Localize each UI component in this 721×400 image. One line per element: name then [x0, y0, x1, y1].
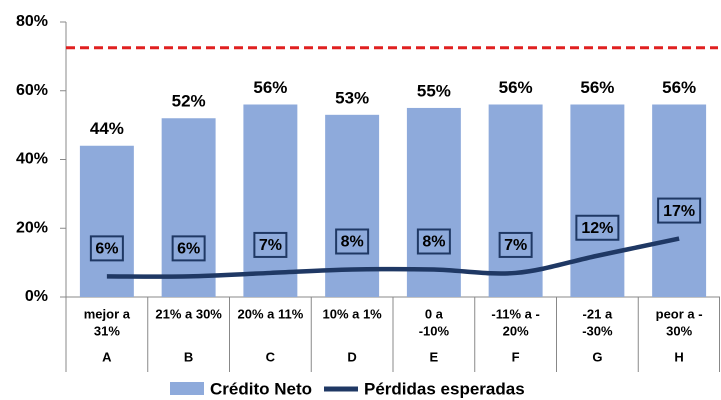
group-label: F	[512, 349, 520, 364]
x-tick-label: peor a -	[656, 306, 703, 321]
x-tick-label: -10%	[419, 323, 450, 338]
bar-value-label: 44%	[90, 119, 124, 138]
bar-value-label: 56%	[253, 78, 287, 97]
line-value-label: 6%	[95, 241, 118, 258]
legend-label: Crédito Neto	[210, 379, 312, 398]
x-tick-label: -11% a -	[491, 306, 539, 321]
value-label-box	[89, 235, 124, 262]
group-label: H	[674, 349, 683, 364]
line-value-label: 17%	[663, 203, 695, 220]
bar-value-label: 52%	[172, 92, 206, 111]
bar	[652, 104, 707, 297]
group-label: G	[592, 349, 602, 364]
line-value-label: 7%	[504, 237, 527, 254]
bar	[243, 104, 298, 297]
legend-label: Pérdidas esperadas	[364, 379, 525, 398]
group-label: A	[102, 349, 112, 364]
x-tick-label: mejor a	[84, 306, 131, 321]
value-label-box	[498, 231, 533, 258]
x-tick-label: 20%	[503, 323, 529, 338]
bar-value-label: 56%	[499, 78, 533, 97]
group-label: E	[430, 349, 439, 364]
line-value-label: 8%	[341, 234, 364, 251]
line-value-label: 6%	[177, 241, 200, 258]
y-tick-label: 80%	[16, 13, 48, 30]
bar-value-label: 55%	[417, 81, 451, 100]
y-tick-label: 60%	[16, 82, 48, 99]
x-tick-label: 10% a 1%	[322, 306, 382, 321]
value-label-box	[657, 197, 702, 224]
bar	[161, 118, 216, 297]
value-label-box	[253, 231, 288, 258]
y-tick-label: 40%	[16, 151, 48, 168]
legend-swatch	[170, 382, 204, 395]
y-tick-label: 0%	[25, 288, 48, 305]
bar	[570, 104, 625, 297]
bar	[79, 145, 134, 297]
x-tick-label: 0 a	[425, 306, 444, 321]
bar	[406, 107, 461, 297]
value-label-box	[171, 235, 206, 262]
x-tick-label: 31%	[94, 323, 120, 338]
line-value-label: 8%	[422, 234, 445, 251]
value-label-box	[416, 228, 451, 255]
bar-value-label: 56%	[580, 78, 614, 97]
bar-value-label: 56%	[662, 78, 696, 97]
line-value-label: 12%	[581, 220, 613, 237]
group-label: C	[266, 349, 276, 364]
value-label-box	[575, 214, 620, 241]
x-tick-label: 30%	[666, 323, 692, 338]
x-tick-label: 21% a 30%	[155, 306, 222, 321]
group-label: D	[347, 349, 356, 364]
value-label-box	[335, 228, 370, 255]
group-label: B	[184, 349, 193, 364]
x-tick-label: -30%	[582, 323, 613, 338]
line	[106, 236, 680, 279]
bar-value-label: 53%	[335, 88, 369, 107]
bar	[325, 114, 380, 297]
line-value-label: 7%	[259, 237, 282, 254]
y-tick-label: 20%	[16, 219, 48, 236]
x-tick-label: 20% a 11%	[237, 306, 303, 321]
x-tick-label: -21 a	[583, 306, 613, 321]
bar	[488, 104, 543, 297]
